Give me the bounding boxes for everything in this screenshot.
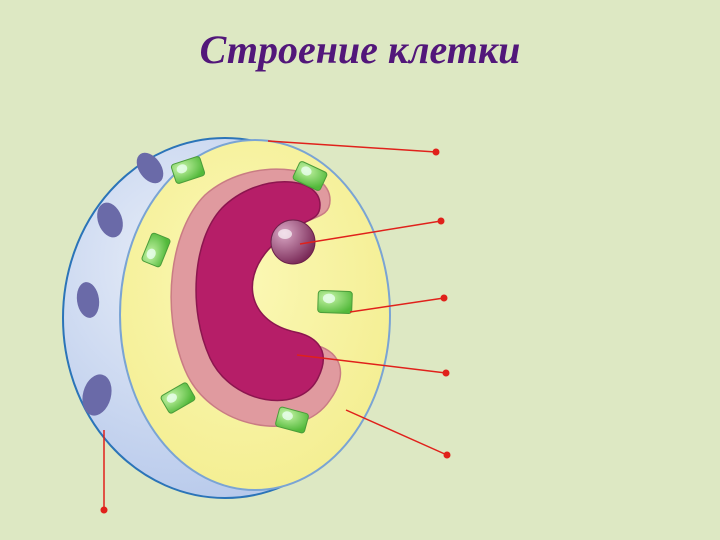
pointer-dot xyxy=(441,295,448,302)
pointer-dot xyxy=(444,452,451,459)
slide: Строение клетки xyxy=(0,0,720,540)
pointer-dot xyxy=(433,149,440,156)
pointer-dot xyxy=(438,218,445,225)
chloroplast xyxy=(318,290,353,313)
cell-diagram xyxy=(0,0,720,540)
pointer-line xyxy=(346,410,447,455)
nucleolus-highlight xyxy=(278,229,292,239)
pointer-dot xyxy=(443,370,450,377)
pointer-dot xyxy=(101,507,108,514)
